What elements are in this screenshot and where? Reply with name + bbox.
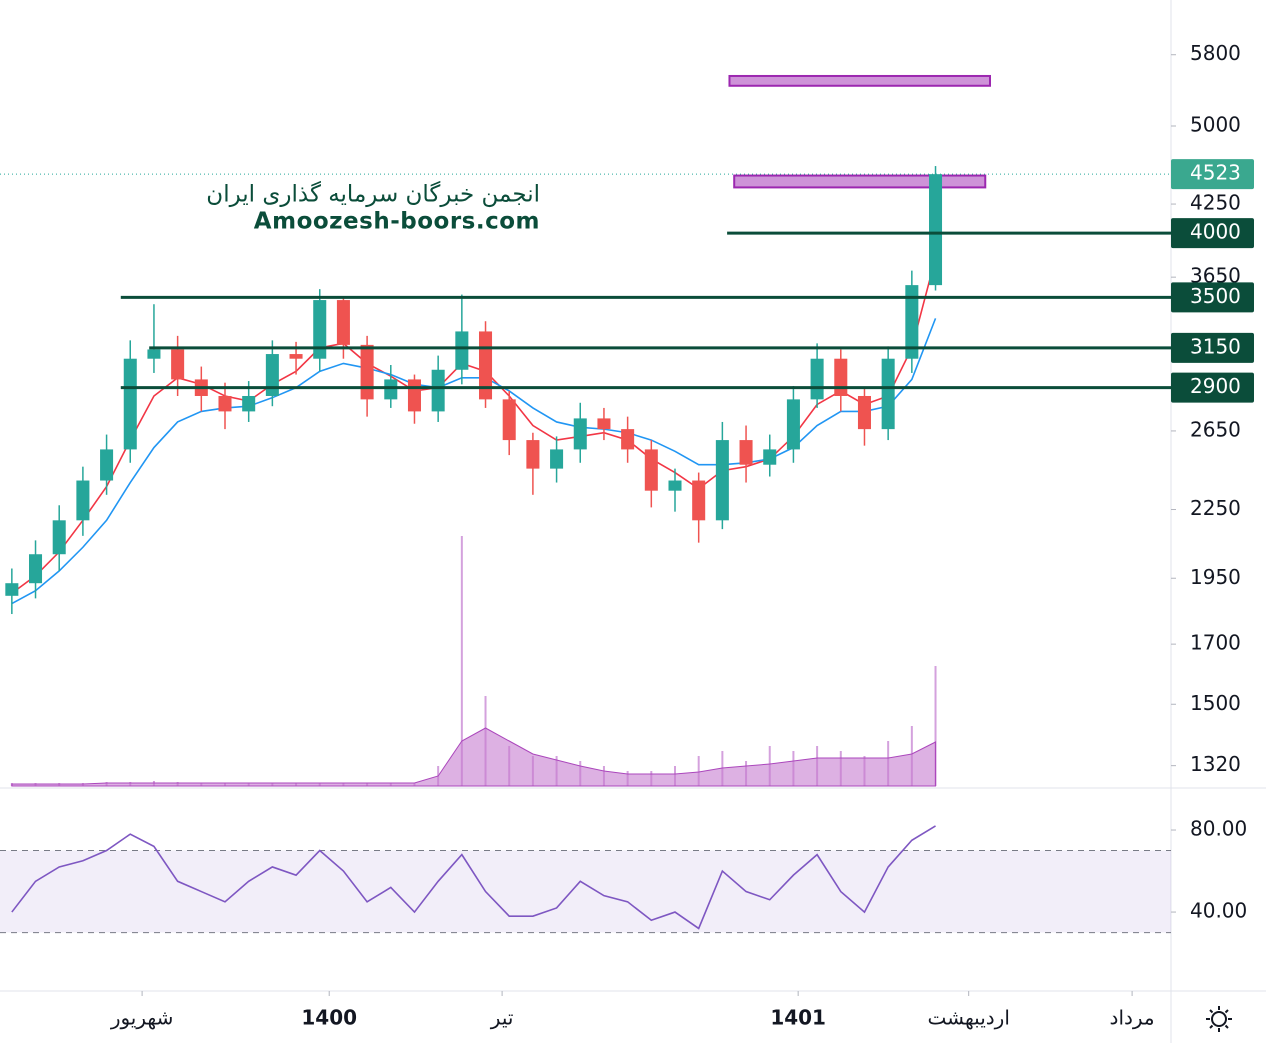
candle-body — [336, 300, 350, 345]
rsi-band — [0, 850, 1171, 933]
level-label-box — [1171, 372, 1254, 403]
y-tick-label: 2250 — [1190, 496, 1241, 520]
level-label: 3150 — [1190, 334, 1241, 358]
candle-body — [52, 520, 66, 555]
y-tick-label: 1500 — [1190, 691, 1241, 715]
candle-body — [621, 429, 635, 450]
last-price-label: 4523 — [1190, 161, 1241, 185]
x-tick-label: شهریور — [110, 1006, 174, 1030]
rsi-tick-label: 80.00 — [1190, 817, 1247, 841]
candle-body — [76, 480, 90, 521]
candle-body — [881, 358, 895, 430]
candle-body — [29, 554, 43, 584]
candle-body — [692, 480, 706, 521]
level-label-box — [1171, 332, 1254, 363]
y-tick-label: 5800 — [1190, 41, 1241, 65]
candle-body — [550, 449, 564, 469]
candle-body — [644, 449, 658, 491]
candle-body — [834, 358, 848, 396]
candle-body — [218, 395, 232, 412]
candle-body — [857, 395, 871, 430]
y-tick-label: 4250 — [1190, 191, 1241, 215]
candle-body — [573, 418, 587, 450]
candle-body — [171, 349, 185, 380]
candle-body — [786, 399, 800, 450]
candle-body — [479, 331, 493, 400]
candle-body — [526, 440, 540, 469]
candle-body — [905, 285, 919, 359]
candle-body — [242, 395, 256, 412]
x-tick-label: 1400 — [301, 1006, 357, 1030]
zone — [733, 174, 987, 189]
y-tick-label: 5000 — [1190, 113, 1241, 137]
candle-body — [5, 583, 19, 596]
y-tick-label: 1950 — [1190, 565, 1241, 589]
rsi-tick-label: 40.00 — [1190, 899, 1247, 923]
candle-body — [313, 300, 327, 359]
level-label-box — [1171, 218, 1254, 249]
moving-average — [11, 318, 937, 605]
level-label: 2900 — [1190, 374, 1241, 398]
watermark: انجمن خبرگان سرمایه گذاری ایران — [206, 181, 540, 208]
candle-body — [715, 440, 729, 521]
x-tick-label: مرداد — [1110, 1006, 1155, 1030]
candle-body — [289, 354, 303, 359]
candle-body — [265, 354, 279, 396]
candle-body — [407, 379, 421, 412]
candle-body — [360, 344, 374, 400]
level-label-box — [1171, 282, 1254, 313]
last-price-box — [1171, 159, 1254, 190]
settings-icon[interactable] — [1206, 1006, 1232, 1032]
y-tick-label: 2650 — [1190, 417, 1241, 441]
y-tick-label: 1700 — [1190, 631, 1241, 655]
candle-body — [455, 331, 469, 370]
candle-body — [810, 358, 824, 400]
volume-bar — [460, 536, 463, 786]
x-tick-label: 1401 — [770, 1006, 826, 1030]
candle-body — [668, 480, 682, 491]
candle-body — [597, 418, 611, 430]
candle-body — [739, 440, 753, 465]
y-tick-label: 1320 — [1190, 752, 1241, 776]
candle-body — [100, 449, 114, 481]
rsi-line — [11, 825, 936, 930]
volume-average — [11, 727, 937, 787]
candle-body — [929, 174, 943, 286]
volume-bar — [697, 756, 700, 786]
candle-body — [502, 399, 516, 441]
volume-bar — [934, 666, 937, 786]
watermark: Amoozesh-boors.com — [254, 209, 540, 235]
level-label: 3500 — [1190, 284, 1241, 308]
x-tick-label: تیر — [490, 1006, 514, 1030]
candle-body — [431, 369, 445, 412]
level-label: 4000 — [1190, 220, 1241, 244]
candle-body — [384, 379, 398, 400]
zone — [728, 74, 991, 87]
candle-body — [147, 349, 161, 359]
candle-body — [763, 449, 777, 465]
candle-body — [123, 358, 137, 450]
x-tick-label: اردیبهشت — [927, 1006, 1009, 1030]
